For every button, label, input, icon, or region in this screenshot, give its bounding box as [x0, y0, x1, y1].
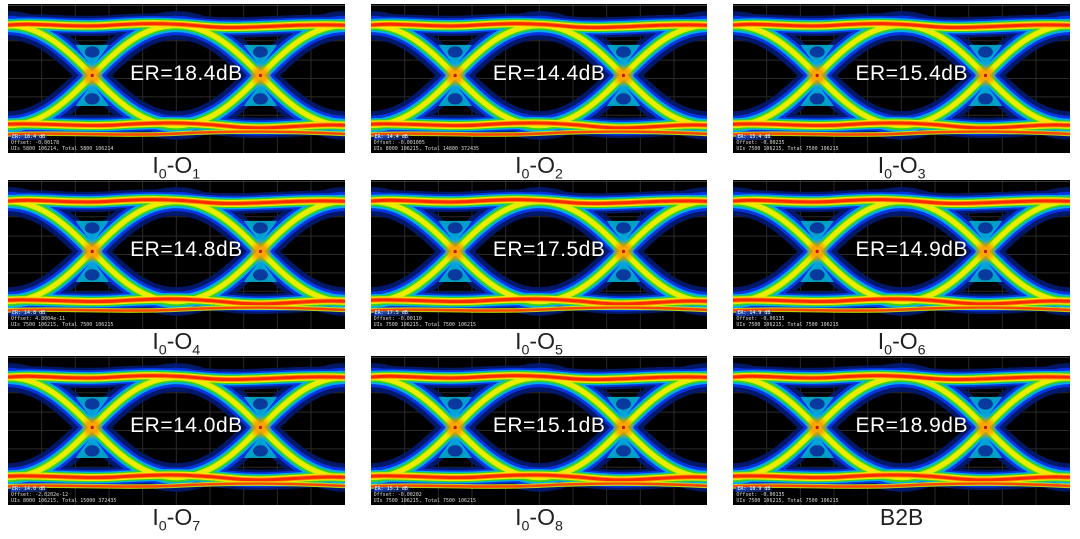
scope-info-block: ER: 14.4 dB Offset: -0.001005 UIs 8000 1…: [373, 134, 480, 152]
eye-diagram-panel-7: ER=14.0dB ER: 14.0 dB Offset: -2.0202e-1…: [8, 356, 345, 535]
eye-diagram-panel-6: ER=14.9dB ER: 14.9 dB Offset: -0.00135 U…: [733, 180, 1070, 359]
eye-diagram-panel-5: ER=17.5dB ER: 17.5 dB Offset: -0.00110 U…: [370, 180, 708, 359]
scope-info-line: Offset: -0.00202: [373, 492, 422, 498]
er-value-label: ER=14.8dB: [130, 238, 243, 262]
scope-info-block: ER: 15.4 dB Offset: -0.00235 UIs 7500 10…: [736, 134, 839, 152]
er-value-label: ER=15.4dB: [855, 62, 968, 86]
scope-info-line: Offset: 4.8004e-11: [11, 316, 66, 322]
scope-info-block: ER: 14.9 dB Offset: -0.00135 UIs 7500 10…: [736, 310, 839, 328]
panel-caption: B2B: [879, 504, 924, 530]
eye-diagram-panel-9: ER=18.9dB ER: 18.9 dB Offset: -0.00135 U…: [733, 356, 1070, 530]
scope-info-line: Offset: -0.00135: [736, 492, 785, 498]
scope-info-line: Offset: -0.00110: [373, 316, 422, 322]
scope-info-block: ER: 17.5 dB Offset: -0.00110 UIs 7500 10…: [373, 310, 477, 328]
scope-info-block: ER: 18.4 dB Offset: -0.00178 UIs 5800 10…: [11, 135, 113, 152]
eye-diagram-screen: ER=18.4dB ER: 18.4 dB Offset: -0.00178 U…: [8, 4, 345, 153]
scope-info-line: UIs 7500 106215, Total 7500 106215: [373, 498, 477, 504]
scope-info-block: ER: 18.9 dB Offset: -0.00135 UIs 7500 10…: [736, 486, 839, 504]
er-value-label: ER=17.5dB: [492, 238, 606, 262]
eye-diagram-panel-1: ER=18.4dB ER: 18.4 dB Offset: -0.00178 U…: [8, 4, 345, 183]
scope-info-line: UIs 7500 106215, Total 7500 106215: [373, 322, 477, 328]
scope-info-line: ER: 18.4 dB: [11, 134, 48, 140]
er-value-label: ER=14.9dB: [855, 238, 968, 262]
panel-caption: I0-O5: [515, 328, 563, 359]
panel-caption: I0-O4: [152, 328, 201, 359]
scope-info-line: Offset: -0.00135: [736, 316, 785, 322]
er-value-label: ER=18.9dB: [855, 414, 968, 438]
eye-diagram-screen: ER=14.9dB ER: 14.9 dB Offset: -0.00135 U…: [733, 180, 1070, 329]
er-value-label: ER=14.0dB: [130, 414, 243, 438]
er-value-label: ER=14.4dB: [492, 62, 606, 86]
eye-diagram-screen: ER=14.8dB ER: 14.8 dB Offset: 4.8004e-11…: [8, 180, 345, 329]
eye-diagram-screen: ER=15.4dB ER: 15.4 dB Offset: -0.00235 U…: [733, 4, 1070, 153]
panel-caption: I0-O6: [877, 328, 926, 359]
eye-diagram-screen: ER=15.1dB ER: 15.1 dB Offset: -0.00202 U…: [370, 356, 708, 505]
panel-caption: I0-O1: [152, 152, 201, 183]
eye-diagram-screen: ER=18.9dB ER: 18.9 dB Offset: -0.00135 U…: [733, 356, 1070, 505]
scope-info-line: UIs 7500 106215, Total 7500 106215: [736, 498, 839, 504]
scope-info-line: ER: 17.5 dB: [373, 310, 410, 316]
scope-info-line: Offset: -0.00235: [736, 140, 785, 146]
er-value-label: ER=15.1dB: [492, 414, 606, 438]
scope-info-line: UIs 5800 106214, Total 5800 106214: [11, 146, 114, 152]
eye-diagram-screen: ER=14.0dB ER: 14.0 dB Offset: -2.0202e-1…: [8, 356, 345, 505]
scope-info-line: ER: 14.8 dB: [11, 310, 48, 316]
scope-info-block: ER: 14.8 dB Offset: 4.8004e-11 UIs 7500 …: [11, 311, 113, 328]
scope-info-line: ER: 14.0 dB: [11, 486, 48, 492]
scope-info-line: Offset: -2.0202e-12: [11, 492, 69, 498]
eye-diagram-panel-4: ER=14.8dB ER: 14.8 dB Offset: 4.8004e-11…: [8, 180, 345, 359]
panel-caption: I0-O2: [515, 152, 563, 183]
scope-info-line: ER: 14.4 dB: [373, 134, 410, 140]
panel-caption: I0-O7: [152, 504, 201, 535]
scope-info-line: ER: 15.1 dB: [373, 486, 410, 492]
scope-info-line: ER: 14.9 dB: [736, 310, 773, 316]
scope-info-line: ER: 18.9 dB: [736, 486, 773, 492]
eye-diagram-panel-8: ER=15.1dB ER: 15.1 dB Offset: -0.00202 U…: [370, 356, 708, 535]
scope-info-line: UIs 7500 106215, Total 7500 106215: [736, 322, 839, 328]
scope-info-line: UIs 7500 106215, Total 7500 106215: [11, 322, 114, 328]
scope-info-line: ER: 15.4 dB: [736, 134, 773, 140]
scope-info-line: Offset: -0.00178: [11, 140, 60, 146]
er-value-label: ER=18.4dB: [130, 62, 243, 86]
scope-info-line: UIs 8000 106215, Total 14800 372435: [373, 146, 480, 152]
panel-caption: I0-O8: [515, 504, 563, 535]
scope-info-block: ER: 14.0 dB Offset: -2.0202e-12 UIs 8000…: [11, 487, 116, 504]
scope-info-line: UIs 7500 106215, Total 7500 106215: [736, 146, 839, 152]
eye-diagram-screen: ER=14.4dB ER: 14.4 dB Offset: -0.001005 …: [370, 4, 708, 153]
scope-info-line: Offset: -0.001005: [373, 140, 425, 146]
eye-diagram-panel-3: ER=15.4dB ER: 15.4 dB Offset: -0.00235 U…: [733, 4, 1070, 183]
eye-diagram-panel-2: ER=14.4dB ER: 14.4 dB Offset: -0.001005 …: [370, 4, 708, 183]
scope-info-block: ER: 15.1 dB Offset: -0.00202 UIs 7500 10…: [373, 486, 477, 504]
panel-caption: I0-O3: [877, 152, 926, 183]
eye-diagram-screen: ER=17.5dB ER: 17.5 dB Offset: -0.00110 U…: [370, 180, 708, 329]
scope-info-line: UIs 8000 106215, Total 15000 372435: [11, 498, 117, 504]
